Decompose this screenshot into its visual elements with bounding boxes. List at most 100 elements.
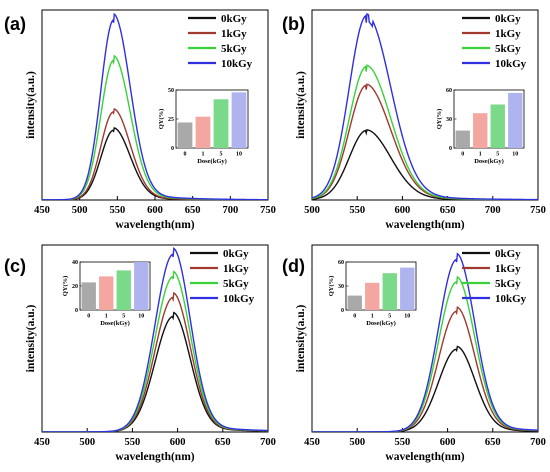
inset-x-axis-title: Dose(kGy) xyxy=(100,320,130,327)
inset-x-tick-label: 0 xyxy=(461,152,464,158)
series-line-10kGy xyxy=(312,252,538,432)
inset-y-tick-label: 0 xyxy=(341,308,344,314)
x-tick-label: 750 xyxy=(260,205,276,216)
inset-bar-0 xyxy=(81,282,96,310)
x-tick-label: 550 xyxy=(349,205,365,216)
inset-y-tick-label: 40 xyxy=(72,260,78,266)
x-tick-label: 700 xyxy=(530,437,546,448)
x-tick-label: 550 xyxy=(109,205,125,216)
panel-b: (b)500 550 600 650 700 750wavelength(nm)inten… xyxy=(282,9,546,231)
inset-x-tick-label: 0 xyxy=(353,314,356,320)
inset-y-tick-label: 30 xyxy=(446,117,452,123)
x-tick-label: 700 xyxy=(485,205,501,216)
inset-y-axis-title: QY(%) xyxy=(328,276,335,297)
inset-y-tick-label: 60 xyxy=(446,88,452,94)
y-axis-title: intensity(a.u.) xyxy=(25,304,37,372)
inset-bar-1 xyxy=(473,113,488,148)
x-tick-label: 600 xyxy=(170,437,186,448)
x-tick-label: 550 xyxy=(395,437,411,448)
inset-bar-5 xyxy=(116,270,131,310)
plot-frame xyxy=(311,9,539,201)
x-axis-title: wavelength(nm) xyxy=(385,219,464,231)
series-line-10kGy xyxy=(42,12,268,200)
legend-label: 5kGy xyxy=(223,278,249,290)
x-axis-title: wavelength(nm) xyxy=(385,451,464,463)
panel-a: (a)450 500 550 600 650 700 750wavelength(nm)in… xyxy=(4,9,276,231)
x-tick-label: 550 xyxy=(125,437,141,448)
inset-y-axis-title: QY(%) xyxy=(436,109,443,130)
legend-label: 5kGy xyxy=(495,43,521,55)
y-axis-title: intensity(a.u.) xyxy=(295,304,307,372)
x-tick-label: 500 xyxy=(349,437,365,448)
legend-label: 1kGy xyxy=(495,263,521,275)
inset-x-tick-label: 10 xyxy=(138,314,144,320)
x-tick-label: 450 xyxy=(34,205,50,216)
x-tick-label: 650 xyxy=(185,205,201,216)
x-tick-label: 500 xyxy=(72,205,88,216)
inset-x-tick-label: 10 xyxy=(512,152,518,158)
panel-label: (d) xyxy=(282,256,305,276)
inset-x-tick-label: 5 xyxy=(388,314,391,320)
panel-c: (c)450 500 550 600 650 700wavelength(nm)inten… xyxy=(4,244,276,463)
y-axis-title: intensity(a.u.) xyxy=(295,71,307,139)
series-line-0kGy xyxy=(42,311,268,432)
x-tick-label: 700 xyxy=(222,205,238,216)
plot-frame xyxy=(311,244,539,433)
inset-bar-chart: 0 25 50 0 1 5 10 Dose(kGy) QY(%) xyxy=(158,88,249,165)
x-tick-label: 650 xyxy=(215,437,231,448)
inset-x-tick-label: 5 xyxy=(220,152,223,158)
panel-label: (c) xyxy=(4,256,26,276)
inset-y-tick-label: 0 xyxy=(75,308,78,314)
inset-y-axis-title: QY(%) xyxy=(158,109,165,130)
legend-label: 0kGy xyxy=(223,248,249,260)
legend-label: 1kGy xyxy=(221,28,247,40)
inset-bar-chart: 0 20 40 0 1 5 10 Dose(kGy) QY(%) xyxy=(62,260,151,327)
inset-x-axis-title: Dose(kGy) xyxy=(474,158,504,165)
inset-bar-1 xyxy=(99,276,114,310)
inset-x-tick-label: 10 xyxy=(236,152,242,158)
inset-bar-0 xyxy=(455,130,470,148)
inset-bar-10 xyxy=(400,267,415,310)
series-line-10kGy xyxy=(42,247,268,432)
inset-y-axis-title: QY(%) xyxy=(62,276,69,297)
inset-x-tick-label: 0 xyxy=(184,152,187,158)
legend-label: 0kGy xyxy=(221,13,247,25)
legend-label: 10kGy xyxy=(223,293,255,305)
inset-x-tick-label: 1 xyxy=(105,314,108,320)
x-tick-label: 450 xyxy=(304,437,320,448)
panel-label: (b) xyxy=(282,14,305,34)
plot-frame xyxy=(41,244,269,433)
panel-d: (d)450 500 550 600 650 700wavelength(nm)inten… xyxy=(282,244,546,463)
inset-bar-10 xyxy=(508,92,523,148)
inset-y-tick-label: 30 xyxy=(338,284,344,290)
inset-bar-chart: 0 30 60 0 1 5 10 Dose(kGy) QY(%) xyxy=(436,88,525,165)
series-line-0kGy xyxy=(312,345,538,432)
inset-x-tick-label: 10 xyxy=(404,314,410,320)
inset-bar-0 xyxy=(347,295,362,310)
inset-x-axis-title: Dose(kGy) xyxy=(197,158,227,165)
inset-x-tick-label: 1 xyxy=(371,314,374,320)
inset-x-axis-title: Dose(kGy) xyxy=(366,320,396,327)
legend-label: 5kGy xyxy=(221,43,247,55)
panel-label: (a) xyxy=(4,14,26,34)
inset-x-tick-label: 1 xyxy=(202,152,205,158)
legend-label: 5kGy xyxy=(495,278,521,290)
legend-label: 1kGy xyxy=(223,263,249,275)
x-tick-label: 500 xyxy=(304,205,320,216)
y-axis-title: intensity(a.u.) xyxy=(25,71,37,139)
legend-label: 0kGy xyxy=(495,248,521,260)
inset-x-tick-label: 1 xyxy=(479,152,482,158)
inset-bar-chart: 0 30 60 0 1 5 10 Dose(kGy) QY(%) xyxy=(328,260,417,327)
legend-label: 1kGy xyxy=(495,28,521,40)
x-tick-label: 450 xyxy=(34,437,50,448)
x-tick-label: 650 xyxy=(440,205,456,216)
inset-y-tick-label: 60 xyxy=(338,260,344,266)
x-tick-label: 600 xyxy=(147,205,163,216)
legend-label: 10kGy xyxy=(495,58,527,70)
legend-label: 10kGy xyxy=(221,58,253,70)
inset-bar-0 xyxy=(177,122,193,148)
inset-bar-1 xyxy=(195,116,211,148)
inset-bar-5 xyxy=(213,99,229,148)
x-tick-label: 750 xyxy=(530,205,546,216)
inset-y-tick-label: 25 xyxy=(168,117,174,123)
